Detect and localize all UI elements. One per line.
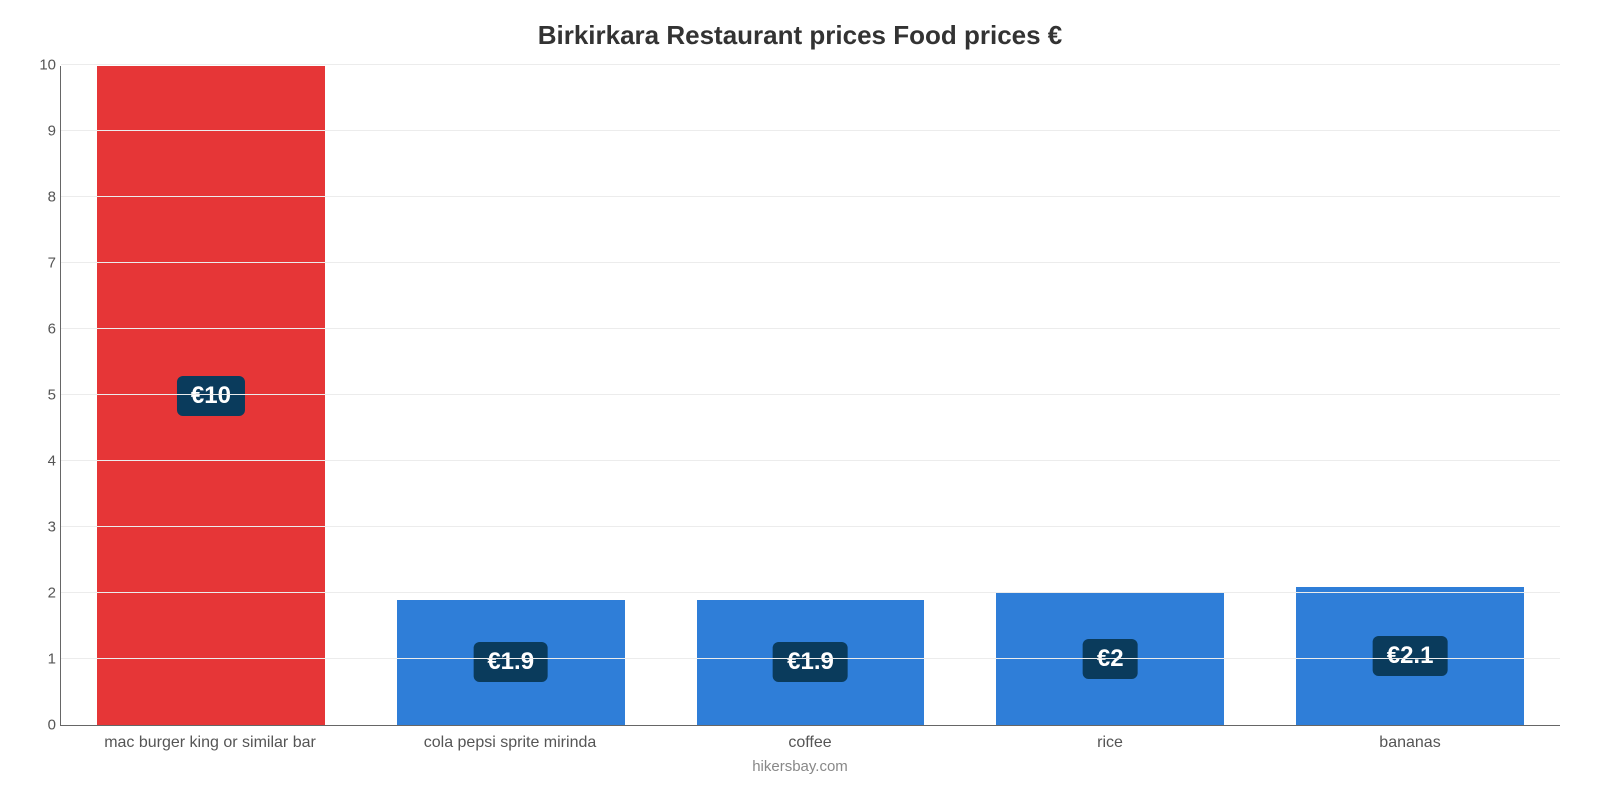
gridline bbox=[61, 460, 1560, 461]
bar-slot: €2 bbox=[960, 66, 1260, 725]
ytick-label: 5 bbox=[31, 387, 56, 404]
gridline bbox=[61, 328, 1560, 329]
chart-title: Birkirkara Restaurant prices Food prices… bbox=[20, 20, 1580, 51]
xtick-label: bananas bbox=[1260, 734, 1560, 752]
xtick-label: rice bbox=[960, 734, 1260, 752]
bar: €10 bbox=[97, 66, 325, 725]
bar-value-label: €10 bbox=[177, 376, 245, 416]
ytick-label: 9 bbox=[31, 123, 56, 140]
bar-value-label: €1.9 bbox=[773, 642, 848, 682]
bar-value-label: €2.1 bbox=[1373, 636, 1448, 676]
xtick-label: mac burger king or similar bar bbox=[60, 734, 360, 752]
bar: €2 bbox=[996, 593, 1224, 725]
ytick-label: 2 bbox=[31, 585, 56, 602]
bar-value-label: €2 bbox=[1083, 639, 1138, 679]
gridline bbox=[61, 262, 1560, 263]
gridline bbox=[61, 658, 1560, 659]
bar: €2.1 bbox=[1296, 587, 1524, 725]
ytick-label: 6 bbox=[31, 321, 56, 338]
ytick-label: 3 bbox=[31, 519, 56, 536]
gridline bbox=[61, 592, 1560, 593]
bar: €1.9 bbox=[697, 600, 925, 725]
footer-credit: hikersbay.com bbox=[20, 758, 1580, 775]
gridline bbox=[61, 526, 1560, 527]
ytick-label: 4 bbox=[31, 453, 56, 470]
ytick-label: 10 bbox=[31, 57, 56, 74]
ytick-label: 0 bbox=[31, 717, 56, 734]
plot-area: €10€1.9€1.9€2€2.1 012345678910 bbox=[60, 66, 1560, 726]
bar-slot: €1.9 bbox=[661, 66, 961, 725]
xtick-label: coffee bbox=[660, 734, 960, 752]
gridline bbox=[61, 64, 1560, 65]
gridline bbox=[61, 196, 1560, 197]
xtick-label: cola pepsi sprite mirinda bbox=[360, 734, 660, 752]
ytick-label: 7 bbox=[31, 255, 56, 272]
bar-slot: €2.1 bbox=[1260, 66, 1560, 725]
bar-slot: €1.9 bbox=[361, 66, 661, 725]
ytick-label: 1 bbox=[31, 651, 56, 668]
gridline bbox=[61, 130, 1560, 131]
bar-slot: €10 bbox=[61, 66, 361, 725]
ytick-label: 8 bbox=[31, 189, 56, 206]
bar: €1.9 bbox=[397, 600, 625, 725]
x-axis: mac burger king or similar barcola pepsi… bbox=[60, 734, 1560, 752]
gridline bbox=[61, 394, 1560, 395]
chart-container: Birkirkara Restaurant prices Food prices… bbox=[0, 0, 1600, 800]
bars-group: €10 €1.9 €1.9 €2 €2.1 bbox=[61, 66, 1560, 725]
bar-value-label: €1.9 bbox=[473, 642, 548, 682]
